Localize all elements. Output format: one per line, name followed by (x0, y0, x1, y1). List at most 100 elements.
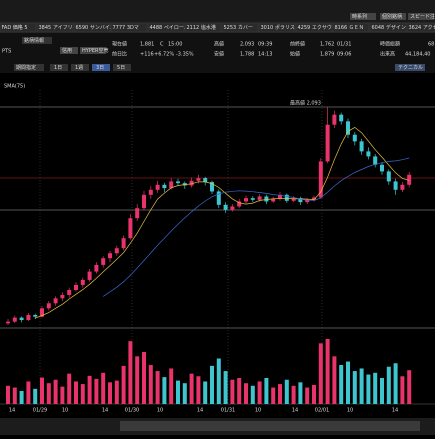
candle-body (224, 205, 228, 210)
candle-body (13, 318, 17, 322)
quote-cap-label: 時価総額 (380, 41, 400, 48)
time-label: 10 (347, 408, 353, 414)
volume-bar (81, 384, 85, 404)
volume-bar (230, 380, 234, 404)
volume-bar (6, 386, 10, 404)
volume-bar (176, 381, 180, 404)
volume-bar (13, 388, 17, 404)
candle-body (135, 208, 139, 218)
candle-body (326, 125, 330, 162)
volume-bar (20, 391, 24, 404)
indicator-label: SMA(75) (4, 84, 25, 90)
quote-price-time: 15:00 (168, 42, 182, 48)
candle-body (339, 115, 343, 122)
volume-bar (319, 343, 323, 404)
volume-bar (292, 386, 296, 404)
volume-bar (122, 366, 126, 404)
toolbar-button-label: 個別銘柄 (382, 13, 402, 20)
quote-prev: 1,762 (320, 42, 334, 48)
candle-body (176, 181, 180, 183)
time-label: 14 (392, 408, 398, 414)
time-label: 01/31 (221, 408, 235, 414)
volume-bar (142, 352, 146, 404)
volume-bar (60, 387, 64, 404)
volume-bar (94, 379, 98, 404)
toolbar-button-label: スピード注文 (410, 13, 435, 20)
candle-body (156, 185, 160, 190)
volume-bar (169, 368, 173, 404)
candle-body (373, 156, 377, 164)
period-label: 1週 (75, 64, 83, 71)
candle-body (88, 272, 92, 280)
candle-body (203, 178, 207, 182)
candle-body (33, 315, 37, 317)
volume-bar (203, 381, 207, 404)
tab-label: 6590 サンバイオ (76, 25, 115, 31)
time-label: 10 (62, 408, 68, 414)
volume-bar (244, 383, 248, 404)
tab-label: 2112 塩水港 (187, 24, 216, 31)
quote-price: 1,881 (140, 42, 154, 48)
candle-body (94, 265, 98, 272)
volume-bar (380, 378, 384, 404)
scroll-thumb[interactable] (120, 421, 420, 431)
quote-price-label: 現在値 (112, 41, 127, 48)
candle-body (162, 185, 166, 188)
candle-body (360, 141, 364, 151)
quote-high-label: 高値 (214, 41, 224, 48)
quote-open: 1,879 (320, 52, 334, 58)
volume-bar (258, 381, 262, 404)
time-label: 10 (157, 408, 163, 414)
volume-bar (373, 373, 377, 404)
volume-bar (305, 388, 309, 404)
candle-body (149, 190, 153, 195)
tab-label: 6048 デザイン (372, 24, 406, 31)
volume-bar (156, 371, 160, 404)
time-label: 14 (102, 408, 108, 414)
technical-label: テクニカル (398, 65, 423, 71)
volume-bar (54, 380, 58, 404)
quote-low-label: 安値 (214, 51, 224, 58)
tab-label: 5253 カバー (224, 25, 253, 31)
quote-low-time: 14:13 (258, 52, 272, 58)
volume-bar (40, 378, 44, 404)
tab-label: 4488 ペイロール (150, 25, 189, 31)
volume-bar (210, 366, 214, 404)
candle-body (251, 198, 255, 200)
candle-body (67, 290, 71, 295)
candle-body (81, 280, 85, 285)
quote-prev-label: 前終値 (290, 41, 305, 48)
time-label: 14 (197, 408, 203, 414)
market-code: PTS (2, 49, 11, 55)
volume-bar (353, 371, 357, 404)
volume-bar (74, 381, 78, 404)
candle-body (400, 185, 404, 190)
volume-bar (101, 373, 105, 404)
volume-bar (264, 378, 268, 404)
volume-bar (285, 380, 289, 404)
candle-body (366, 151, 370, 156)
volume-bar (407, 370, 411, 404)
period-label: 3日 (96, 65, 104, 71)
hyper-label: HYPER空売 (82, 47, 108, 54)
quote-cap: 68 (428, 42, 434, 48)
candle-body (380, 165, 384, 172)
quote-high-time: 09:39 (258, 42, 272, 48)
volume-bar (278, 384, 282, 404)
candle-body (387, 171, 391, 181)
candle-body (346, 121, 350, 134)
volume-bar (108, 382, 112, 404)
time-label: 02/01 (315, 408, 329, 414)
time-label: 14 (292, 408, 298, 414)
search-label: 銘柄情報 (24, 37, 44, 44)
candle-body (115, 248, 119, 253)
volume-bar (33, 389, 37, 404)
tab-label: 3845 アイフリ (39, 25, 73, 31)
candle-body (285, 195, 289, 201)
candle-body (6, 322, 10, 324)
quote-open-label: 始値 (290, 51, 300, 58)
time-label: 10 (255, 408, 261, 414)
quote-change: +116 (140, 52, 154, 58)
quote-change-pct2: -3.35% (176, 52, 194, 58)
